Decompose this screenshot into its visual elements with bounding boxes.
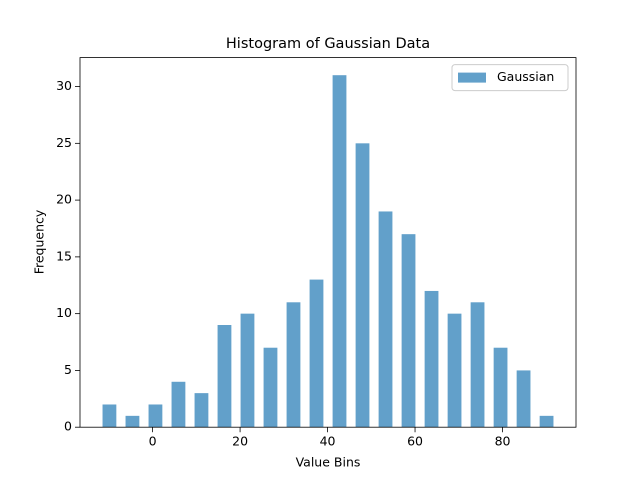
y-tick-label: 30 <box>56 78 72 93</box>
bar <box>424 290 439 428</box>
legend-box <box>451 64 569 92</box>
x-tick-label: 20 <box>232 434 248 449</box>
bar <box>125 415 140 428</box>
y-tick-label: 0 <box>64 419 72 434</box>
bar <box>194 393 209 428</box>
y-tick-label: 10 <box>56 305 72 320</box>
bar <box>148 404 163 428</box>
x-tick-label: 60 <box>407 434 423 449</box>
x-tick-label: 40 <box>320 434 336 449</box>
x-tick-label: 0 <box>149 434 157 449</box>
bar <box>401 234 416 428</box>
legend-label: Gaussian <box>497 69 554 84</box>
y-tick-label: 5 <box>64 362 72 377</box>
legend-swatch <box>458 72 486 83</box>
bar <box>470 302 485 428</box>
bar <box>286 302 301 428</box>
bar <box>309 279 324 428</box>
y-axis-label: Frequency <box>32 209 47 274</box>
bar <box>171 381 186 428</box>
bar <box>516 370 531 428</box>
bar <box>355 143 370 428</box>
bar <box>447 313 462 428</box>
bar <box>493 347 508 428</box>
bar <box>263 347 278 428</box>
x-tick-label: 80 <box>495 434 511 449</box>
bar <box>240 313 255 428</box>
x-axis-label: Value Bins <box>296 455 361 470</box>
plot-frame <box>79 57 577 428</box>
bar <box>217 325 232 428</box>
bar <box>378 211 393 428</box>
y-tick-label: 15 <box>56 248 72 263</box>
bar <box>332 75 347 428</box>
y-tick-label: 25 <box>56 135 72 150</box>
chart-title: Histogram of Gaussian Data <box>226 36 430 52</box>
bar <box>102 404 117 428</box>
y-tick-label: 20 <box>56 192 72 207</box>
bar <box>539 415 554 428</box>
